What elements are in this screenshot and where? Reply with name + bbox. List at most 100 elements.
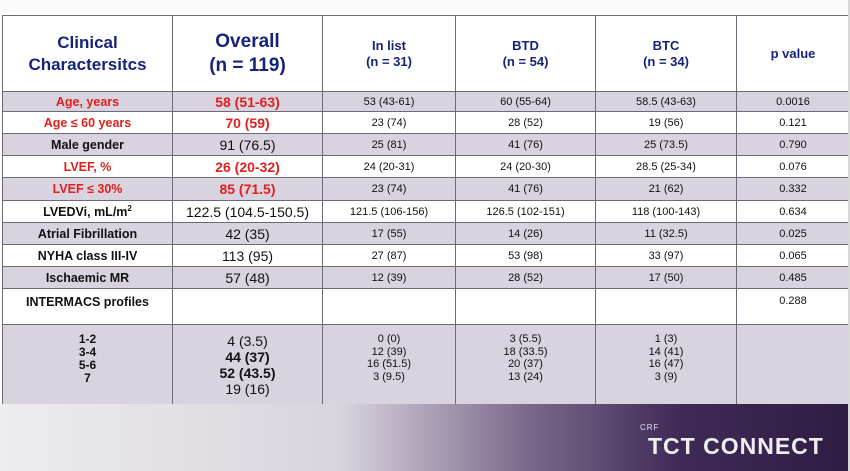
header-clinical: Clinical Charactersitcs bbox=[2, 15, 173, 92]
header-overall: Overall (n = 119) bbox=[172, 15, 323, 92]
overall-value: 57 (48) bbox=[172, 266, 323, 289]
in-list-value: 27 (87) bbox=[322, 244, 456, 267]
header-clinical-line2: Charactersitcs bbox=[28, 54, 147, 74]
header-in-list-line2: (n = 31) bbox=[366, 53, 412, 69]
row-label: LVEF ≤ 30% bbox=[2, 177, 173, 201]
overall-value: 26 (20-32) bbox=[172, 155, 323, 178]
btc-value: 28.5 (25-34) bbox=[595, 155, 737, 178]
header-btd-line2: (n = 54) bbox=[502, 53, 549, 69]
intermacs-label: 1-2 bbox=[78, 332, 97, 346]
in-list-value: 121.5 (106-156) bbox=[322, 200, 456, 223]
intermacs-overall-value: 52 (43.5) bbox=[219, 365, 276, 381]
table-row: Age, years 58 (51-63) 53 (43-61) 60 (55-… bbox=[2, 91, 850, 112]
p-value: 0.065 bbox=[736, 244, 850, 267]
crf-logo-text: CRF bbox=[640, 423, 660, 432]
in-list-value bbox=[322, 288, 456, 325]
in-list-value: 25 (81) bbox=[322, 133, 456, 156]
header-overall-line2: (n = 119) bbox=[209, 54, 286, 76]
intermacs-in-list-value: 0 (0) bbox=[377, 333, 401, 345]
row-label-text: LVEDVi, mL/m bbox=[43, 205, 128, 220]
top-band bbox=[0, 0, 850, 12]
tct-connect-logo-text: TCT CONNECT bbox=[648, 433, 824, 459]
intermacs-btc-value: 16 (47) bbox=[648, 358, 684, 370]
intermacs-btc-value: 3 (9) bbox=[654, 370, 678, 383]
header-btd: BTD (n = 54) bbox=[455, 15, 596, 92]
intermacs-label: 5-6 bbox=[78, 358, 97, 372]
row-label: Age, years bbox=[2, 91, 173, 112]
btc-value: 33 (97) bbox=[595, 244, 737, 267]
header-btc-line1: BTC bbox=[652, 37, 680, 53]
intermacs-overall-value: 4 (3.5) bbox=[227, 333, 268, 349]
row-label: NYHA class III-IV bbox=[2, 244, 173, 267]
intermacs-btd-value: 13 (24) bbox=[508, 370, 543, 383]
intermacs-in-list-value: 16 (51.5) bbox=[366, 358, 412, 370]
table-row: Atrial Fibrillation 42 (35) 17 (55) 14 (… bbox=[2, 222, 850, 245]
in-list-value: 23 (74) bbox=[322, 111, 456, 134]
btd-value bbox=[455, 288, 596, 325]
header-btc-line2: (n = 34) bbox=[643, 53, 689, 69]
btc-value bbox=[595, 288, 737, 325]
overall-value: 91 (76.5) bbox=[172, 133, 323, 156]
overall-value: 113 (95) bbox=[172, 244, 323, 267]
btd-value: 24 (20-30) bbox=[455, 155, 596, 178]
row-label: LVEDVi, mL/m2 bbox=[2, 200, 173, 223]
btc-value: 19 (56) bbox=[595, 111, 737, 134]
btd-value: 41 (76) bbox=[455, 133, 596, 156]
overall-value: 70 (59) bbox=[172, 111, 323, 134]
btc-value: 118 (100-143) bbox=[595, 200, 737, 223]
btd-value: 53 (98) bbox=[455, 244, 596, 267]
p-value: 0.634 bbox=[736, 200, 850, 223]
btd-value: 28 (52) bbox=[455, 266, 596, 289]
in-list-value: 12 (39) bbox=[322, 266, 456, 289]
row-label: Atrial Fibrillation bbox=[2, 222, 173, 245]
row-label: Ischaemic MR bbox=[2, 266, 173, 289]
btc-value: 58.5 (43-63) bbox=[595, 91, 737, 112]
right-edge-divider bbox=[848, 0, 850, 471]
table-row: LVEF, % 26 (20-32) 24 (20-31) 24 (20-30)… bbox=[2, 155, 850, 178]
btc-value: 25 (73.5) bbox=[595, 133, 737, 156]
p-value: 0.121 bbox=[736, 111, 850, 134]
header-row: Clinical Charactersitcs Overall (n = 119… bbox=[2, 15, 850, 92]
row-label-superscript: 2 bbox=[127, 203, 132, 213]
header-in-list-line1: In list bbox=[372, 37, 406, 53]
overall-value: 58 (51-63) bbox=[172, 91, 323, 112]
overall-value: 122.5 (104.5-150.5) bbox=[172, 200, 323, 223]
intermacs-in-list-value: 3 (9.5) bbox=[373, 370, 405, 383]
header-btc: BTC (n = 34) bbox=[595, 15, 737, 92]
table-row: INTERMACS profiles 0.288 bbox=[2, 288, 850, 325]
row-label: LVEF, % bbox=[2, 155, 173, 178]
intermacs-btd-value: 3 (5.5) bbox=[509, 333, 542, 345]
clinical-characteristics-table: Clinical Charactersitcs Overall (n = 119… bbox=[2, 15, 850, 405]
table-row: Ischaemic MR 57 (48) 12 (39) 28 (52) 17 … bbox=[2, 266, 850, 289]
p-value: 0.288 bbox=[736, 288, 850, 325]
table-row: LVEDVi, mL/m2 122.5 (104.5-150.5) 121.5 … bbox=[2, 200, 850, 223]
footer-band bbox=[0, 404, 850, 471]
p-value: 0.0016 bbox=[736, 91, 850, 112]
in-list-value: 53 (43-61) bbox=[322, 91, 456, 112]
table-row: NYHA class III-IV 113 (95) 27 (87) 53 (9… bbox=[2, 244, 850, 267]
p-value: 0.332 bbox=[736, 177, 850, 201]
intermacs-btc: 1 (3) 14 (41) 16 (47) 3 (9) bbox=[595, 324, 737, 405]
btc-value: 11 (32.5) bbox=[595, 222, 737, 245]
intermacs-btc-value: 1 (3) bbox=[654, 333, 678, 345]
intermacs-labels: 1-2 3-4 5-6 7 bbox=[2, 324, 173, 405]
table-row: Age ≤ 60 years 70 (59) 23 (74) 28 (52) 1… bbox=[2, 111, 850, 134]
overall-value: 42 (35) bbox=[172, 222, 323, 245]
intermacs-label: 3-4 bbox=[78, 345, 97, 359]
intermacs-btd-value: 20 (37) bbox=[508, 358, 543, 370]
row-label: INTERMACS profiles bbox=[2, 288, 173, 325]
in-list-value: 23 (74) bbox=[322, 177, 456, 201]
in-list-value: 17 (55) bbox=[322, 222, 456, 245]
intermacs-btd-value: 18 (33.5) bbox=[503, 345, 548, 358]
intermacs-btd: 3 (5.5) 18 (33.5) 20 (37) 13 (24) bbox=[455, 324, 596, 405]
intermacs-btc-value: 14 (41) bbox=[648, 345, 684, 358]
btc-value: 21 (62) bbox=[595, 177, 737, 201]
intermacs-overall-value: 19 (16) bbox=[225, 381, 270, 397]
in-list-value: 24 (20-31) bbox=[322, 155, 456, 178]
p-value: 0.485 bbox=[736, 266, 850, 289]
intermacs-row: 1-2 3-4 5-6 7 4 (3.5) 44 (37) 52 (43.5) … bbox=[2, 324, 850, 405]
header-in-list: In list (n = 31) bbox=[322, 15, 456, 92]
overall-value bbox=[172, 288, 323, 325]
header-overall-line1: Overall bbox=[215, 30, 280, 52]
